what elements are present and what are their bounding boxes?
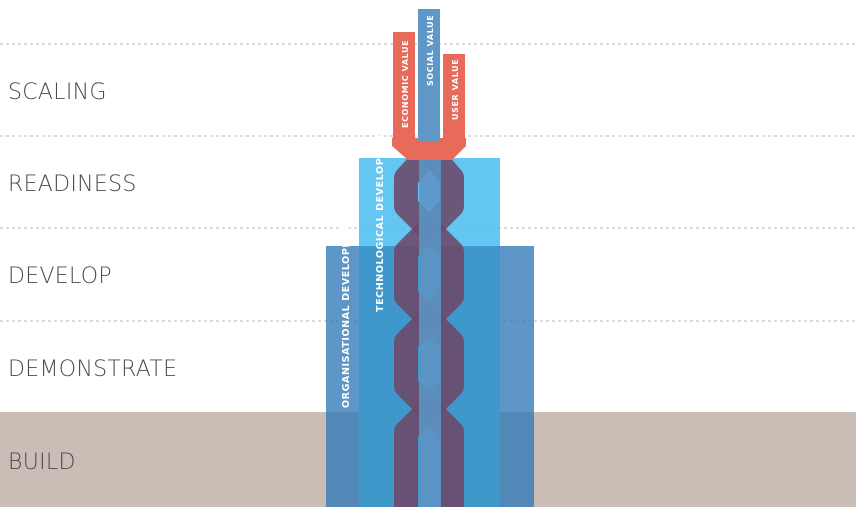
economic-value-label: ECONOMIC VALUE [401,40,410,128]
stage-label-develop: DEVELOP [8,264,112,289]
economic-value-bar [393,32,415,142]
chain-core-strand [419,158,441,507]
stage-label-demonstrate: DEMONSTRATE [8,357,178,382]
chain-merge-cap [392,138,466,160]
stage-label-build: BUILD [8,450,76,475]
technological-development-label: TECHNOLOGICAL DEVELOPMENT [375,125,386,312]
social-value-label: SOCIAL VALUE [426,15,435,86]
user-value-bar [443,54,465,142]
organisational-development-label: ORGANISATIONAL DEVELOPMENT [341,215,352,408]
social-value-bar [418,9,440,142]
user-value-label: USER VALUE [451,59,460,120]
stage-label-scaling: SCALING [8,80,107,105]
stage-label-readiness: READINESS [8,172,137,197]
